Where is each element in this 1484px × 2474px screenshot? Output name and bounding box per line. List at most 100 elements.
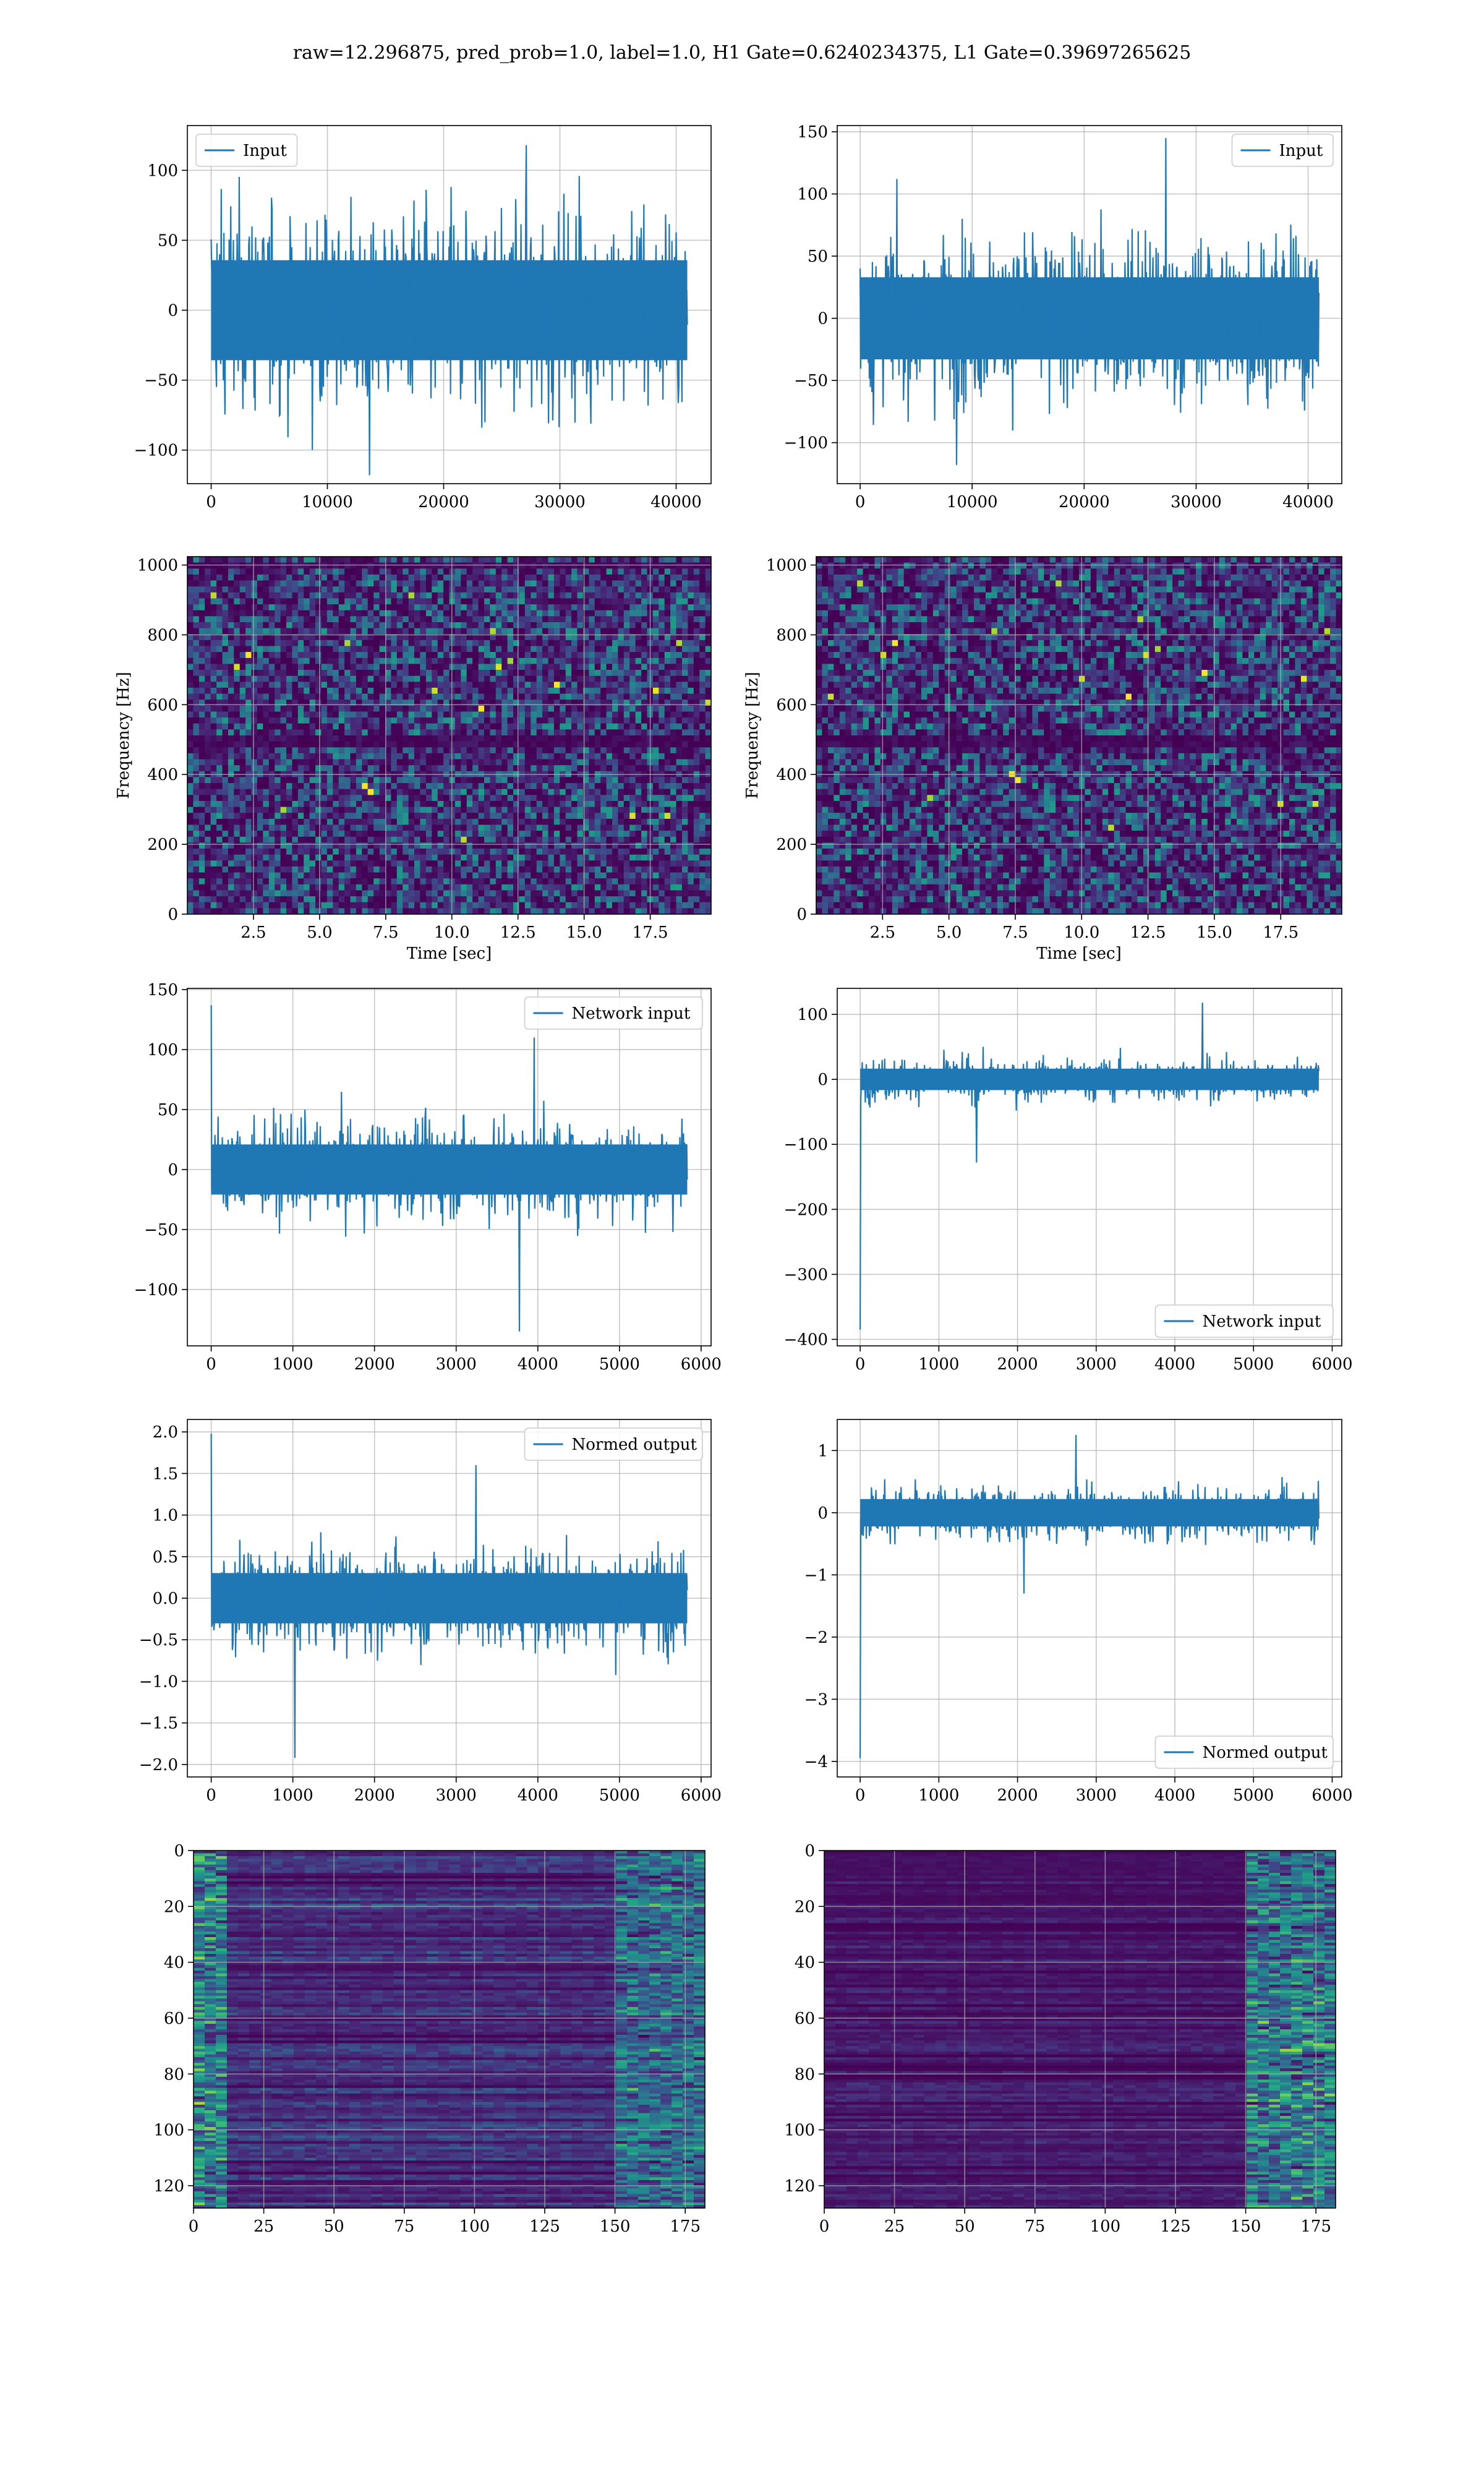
heatmap-cell bbox=[693, 693, 700, 700]
heatmap-cell bbox=[589, 723, 595, 730]
heatmap-cell bbox=[367, 640, 374, 647]
heatmap-cell bbox=[292, 604, 299, 611]
heatmap-cell bbox=[670, 717, 677, 724]
heatmap-cell bbox=[315, 682, 322, 688]
heatmap-cell bbox=[280, 657, 287, 664]
heatmap-cell bbox=[403, 813, 409, 820]
heatmap-cell bbox=[705, 598, 711, 605]
heatmap-cell bbox=[338, 729, 345, 736]
heatmap-cell bbox=[391, 670, 398, 677]
heatmap-cell bbox=[495, 574, 502, 581]
heatmap-cell bbox=[362, 831, 369, 837]
heatmap-cell bbox=[472, 705, 479, 712]
heatmap-cell bbox=[443, 866, 450, 873]
heatmap-cell bbox=[198, 652, 205, 659]
heatmap-cell bbox=[478, 807, 485, 813]
heatmap-cell bbox=[507, 723, 514, 730]
heatmap-cell bbox=[379, 610, 386, 617]
heatmap-cell bbox=[425, 842, 432, 849]
heatmap-cell bbox=[321, 765, 328, 772]
heatmap-cell bbox=[373, 777, 380, 784]
heatmap-cell bbox=[670, 860, 677, 867]
heatmap-cell bbox=[356, 640, 362, 647]
heatmap-cell bbox=[210, 586, 217, 593]
heatmap-cell bbox=[466, 580, 473, 587]
heatmap-cell bbox=[688, 854, 694, 861]
heatmap-cell bbox=[362, 557, 369, 563]
heatmap-cell bbox=[425, 586, 432, 593]
heatmap-cell bbox=[333, 682, 339, 688]
heatmap-cell bbox=[333, 795, 339, 802]
heatmap-cell bbox=[652, 807, 659, 813]
heatmap-cell bbox=[507, 866, 514, 873]
heatmap-cell bbox=[571, 610, 578, 617]
heatmap-cell bbox=[531, 789, 537, 795]
heatmap-cell bbox=[583, 562, 589, 569]
heatmap-cell bbox=[338, 557, 345, 563]
heatmap-cell bbox=[472, 854, 479, 861]
heatmap-cell bbox=[425, 616, 432, 623]
heatmap-cell bbox=[670, 747, 677, 754]
heatmap-cell bbox=[560, 574, 566, 581]
heatmap-cell bbox=[524, 813, 531, 820]
heatmap-cell bbox=[612, 717, 618, 724]
heatmap-cell bbox=[641, 711, 648, 718]
heatmap-cell bbox=[542, 598, 549, 605]
heatmap-cell bbox=[501, 687, 508, 695]
heatmap-cell bbox=[297, 580, 304, 587]
heatmap-cell bbox=[373, 628, 380, 635]
heatmap-cell bbox=[519, 592, 526, 599]
heatmap-cell bbox=[338, 735, 345, 742]
heatmap-cell bbox=[705, 682, 711, 688]
heatmap-cell bbox=[297, 795, 304, 802]
heatmap-cell bbox=[635, 807, 642, 813]
heatmap-cell bbox=[414, 729, 420, 736]
heatmap-cell bbox=[531, 687, 537, 695]
heatmap-cell bbox=[280, 824, 287, 831]
heatmap-cell bbox=[408, 622, 415, 629]
heatmap-cell bbox=[205, 777, 211, 784]
heatmap-cell bbox=[263, 628, 270, 635]
heatmap-cell bbox=[403, 801, 409, 808]
heatmap-cell bbox=[484, 640, 490, 647]
heatmap-cell bbox=[606, 729, 613, 736]
heatmap-cell bbox=[443, 592, 450, 599]
heatmap-cell bbox=[367, 765, 374, 772]
heatmap-cell bbox=[193, 831, 200, 837]
heatmap-cell bbox=[600, 592, 607, 599]
heatmap-cell bbox=[600, 801, 607, 808]
heatmap-cell bbox=[437, 646, 444, 653]
heatmap-cell bbox=[565, 640, 572, 647]
heatmap-cell bbox=[396, 723, 403, 730]
heatmap-cell bbox=[309, 783, 316, 790]
heatmap-cell bbox=[268, 604, 275, 611]
heatmap-cell bbox=[367, 717, 374, 724]
heatmap-cell bbox=[659, 813, 665, 820]
heatmap-cell bbox=[309, 646, 316, 653]
heatmap-cell bbox=[659, 801, 665, 808]
heatmap-cell bbox=[420, 723, 427, 730]
heatmap-cell bbox=[513, 652, 519, 659]
heatmap-cell bbox=[432, 854, 438, 861]
heatmap-cell bbox=[333, 789, 339, 795]
heatmap-cell bbox=[641, 622, 648, 629]
heatmap-cell bbox=[437, 640, 444, 647]
heatmap-cell bbox=[280, 842, 287, 849]
heatmap-cell bbox=[309, 657, 316, 664]
heatmap-cell bbox=[280, 729, 287, 736]
heatmap-cell bbox=[589, 675, 595, 682]
heatmap-cell bbox=[205, 753, 211, 760]
heatmap-cell bbox=[548, 568, 555, 575]
heatmap-cell bbox=[670, 693, 677, 700]
heatmap-cell bbox=[635, 741, 642, 748]
heatmap-cell bbox=[437, 592, 444, 599]
heatmap-cell bbox=[292, 687, 299, 695]
heatmap-cell bbox=[437, 747, 444, 754]
heatmap-cell bbox=[251, 604, 258, 611]
heatmap-cell bbox=[490, 562, 497, 569]
heatmap-cell bbox=[362, 807, 369, 813]
heatmap-cell bbox=[385, 747, 391, 754]
heatmap-cell bbox=[210, 640, 217, 647]
heatmap-cell bbox=[553, 562, 560, 569]
